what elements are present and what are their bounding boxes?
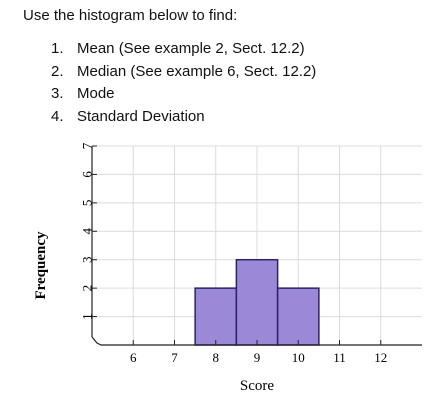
task-text: Standard Deviation bbox=[77, 107, 205, 125]
y-tick-label: 4 bbox=[80, 228, 95, 235]
histogram-bar bbox=[276, 287, 320, 346]
task-item: 2. Median (See example 6, Sect. 12.2) bbox=[51, 61, 433, 84]
task-number: 1. bbox=[51, 40, 64, 57]
y-tick-label: 5 bbox=[80, 200, 95, 207]
y-tick-label: 3 bbox=[80, 256, 95, 263]
histogram-chart: 1 2 3 4 5 6 7 6 7 8 9 10 11 12 Score Frequency bbox=[20, 136, 435, 407]
histogram-bar bbox=[194, 287, 238, 346]
grid-layer bbox=[92, 145, 422, 345]
task-number: 2. bbox=[51, 62, 64, 80]
x-tick-label: 10 bbox=[292, 350, 305, 365]
task-item: 1. Mean (See example 2, Sect. 12.2) bbox=[51, 38, 433, 61]
bar-layer bbox=[194, 258, 320, 346]
task-text: Mean (See example 2, Sect. 12.2) bbox=[77, 40, 305, 57]
instructions-heading: Use the histogram below to find: bbox=[23, 7, 238, 24]
task-list: 1. Mean (See example 2, Sect. 12.2) 2. M… bbox=[23, 38, 433, 128]
task-item: 3. Mode bbox=[51, 83, 433, 106]
x-tick-label: 11 bbox=[333, 350, 346, 365]
axis-layer bbox=[91, 145, 422, 346]
task-number: 3. bbox=[51, 85, 64, 102]
task-number: 4. bbox=[51, 107, 64, 125]
y-tick-label: 7 bbox=[80, 142, 95, 149]
task-text: Mode bbox=[77, 85, 115, 102]
histogram-bar bbox=[235, 258, 279, 346]
x-tick-label: 7 bbox=[171, 350, 178, 365]
y-tick-label: 2 bbox=[80, 285, 95, 292]
task-text: Median (See example 6, Sect. 12.2) bbox=[77, 62, 317, 80]
axis-break bbox=[91, 336, 108, 346]
y-tick-label: 6 bbox=[80, 171, 95, 178]
x-tick-label: 12 bbox=[374, 350, 387, 365]
task-item: 4. Standard Deviation bbox=[51, 106, 433, 129]
y-tick-label: 1 bbox=[80, 313, 95, 320]
y-axis-title: Frequency bbox=[33, 231, 49, 300]
x-tick-label: 8 bbox=[213, 350, 220, 365]
x-axis-title: Score bbox=[240, 378, 274, 394]
x-tick-label: 6 bbox=[130, 350, 137, 365]
instructions: Use the histogram below to find: 1. Mean… bbox=[23, 6, 433, 128]
x-tick-label: 9 bbox=[254, 350, 261, 365]
